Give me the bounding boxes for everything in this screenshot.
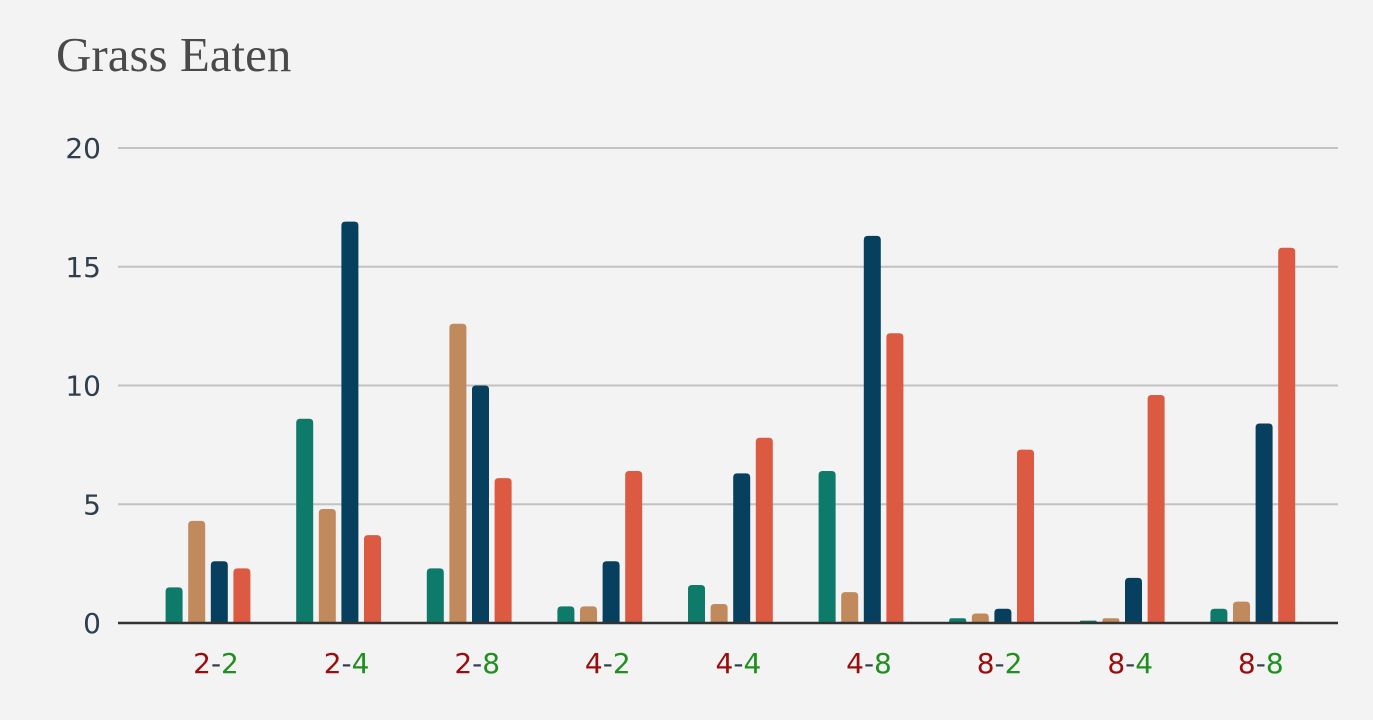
gridlines bbox=[118, 147, 1338, 506]
bar bbox=[602, 561, 620, 623]
x-tick-label-second: 4 bbox=[1135, 647, 1153, 680]
bar bbox=[886, 333, 904, 623]
x-tick-label-second: 2 bbox=[613, 647, 631, 680]
bar bbox=[364, 535, 381, 623]
bar bbox=[755, 437, 773, 623]
x-tick-label-first: 2 bbox=[324, 647, 342, 680]
x-tick-label-second: 4 bbox=[352, 647, 370, 680]
x-tick-label: 4-8 bbox=[846, 647, 892, 680]
x-tick-label: 4-2 bbox=[585, 647, 631, 680]
bar bbox=[296, 418, 314, 623]
x-tick-label-first: 2 bbox=[454, 647, 472, 680]
bar bbox=[233, 568, 251, 623]
x-tick-label-first: 8 bbox=[1238, 647, 1256, 680]
x-tick-label-second: 8 bbox=[874, 647, 892, 680]
bar-group bbox=[818, 235, 904, 623]
bar-group bbox=[949, 449, 1034, 623]
x-tick-label: 2-8 bbox=[454, 647, 500, 680]
x-tick-label-sep: - bbox=[211, 647, 221, 680]
bar bbox=[210, 561, 228, 623]
x-tick-label-sep: - bbox=[472, 647, 482, 680]
bar bbox=[841, 592, 859, 623]
bar bbox=[580, 606, 597, 623]
bar bbox=[1017, 449, 1034, 623]
bar-group bbox=[165, 520, 251, 623]
x-tick-label-second: 4 bbox=[743, 647, 761, 680]
bar-group bbox=[688, 437, 773, 623]
x-tick-label: 2-4 bbox=[324, 647, 370, 680]
bar-group bbox=[1210, 247, 1296, 623]
x-tick-label-second: 2 bbox=[221, 647, 239, 680]
bar-group bbox=[426, 323, 512, 623]
bar bbox=[688, 585, 705, 623]
bar bbox=[426, 568, 444, 623]
bar bbox=[818, 471, 836, 623]
bar bbox=[863, 235, 881, 623]
bars bbox=[165, 221, 1296, 623]
bar-group bbox=[296, 221, 381, 623]
y-tick-label: 10 bbox=[65, 370, 101, 403]
y-tick-label: 20 bbox=[65, 132, 101, 165]
bar bbox=[318, 509, 336, 623]
bar-group bbox=[1079, 395, 1165, 623]
bar bbox=[625, 471, 643, 623]
bar bbox=[1233, 601, 1250, 623]
y-axis-tick-labels: 0 5 10 15 20 bbox=[65, 132, 101, 640]
bar bbox=[971, 613, 989, 623]
bar bbox=[341, 221, 359, 623]
x-tick-label-second: 8 bbox=[482, 647, 500, 680]
x-tick-label-second: 8 bbox=[1266, 647, 1284, 680]
x-tick-label-first: 4 bbox=[716, 647, 734, 680]
x-tick-label: 8-2 bbox=[977, 647, 1023, 680]
bar bbox=[449, 323, 467, 623]
bar bbox=[1147, 395, 1165, 623]
bar bbox=[494, 478, 512, 623]
chart-title: Grass Eaten bbox=[56, 27, 292, 82]
bar bbox=[1210, 608, 1228, 623]
x-tick-label-sep: - bbox=[733, 647, 743, 680]
bar bbox=[1125, 577, 1142, 623]
bar-group bbox=[557, 471, 643, 623]
x-tick-label-first: 2 bbox=[193, 647, 211, 680]
y-tick-label: 0 bbox=[83, 607, 101, 640]
x-tick-label-sep: - bbox=[603, 647, 613, 680]
x-tick-label-sep: - bbox=[1125, 647, 1135, 680]
x-tick-label-sep: - bbox=[995, 647, 1005, 680]
x-tick-label-second: 2 bbox=[1005, 647, 1023, 680]
bar bbox=[1255, 423, 1273, 623]
bar bbox=[733, 473, 751, 623]
x-tick-label-first: 4 bbox=[846, 647, 864, 680]
x-tick-label-sep: - bbox=[342, 647, 352, 680]
y-tick-label: 5 bbox=[83, 488, 101, 521]
x-tick-label: 2-2 bbox=[193, 647, 239, 680]
bar bbox=[710, 604, 728, 623]
x-tick-label-first: 4 bbox=[585, 647, 603, 680]
bar bbox=[1278, 247, 1296, 623]
x-tick-label-first: 8 bbox=[977, 647, 995, 680]
x-tick-label: 4-4 bbox=[716, 647, 762, 680]
x-tick-label: 8-8 bbox=[1238, 647, 1284, 680]
bar bbox=[994, 608, 1012, 623]
x-tick-label-first: 8 bbox=[1107, 647, 1125, 680]
x-tick-label: 8-4 bbox=[1107, 647, 1153, 680]
y-tick-label: 15 bbox=[65, 251, 101, 284]
x-axis-tick-labels: 2-2 2-4 2-8 4-2 4-4 4-8 8-2 8-4 8-8 bbox=[193, 647, 1284, 680]
x-tick-label-sep: - bbox=[1256, 647, 1266, 680]
bar bbox=[557, 606, 575, 623]
bar bbox=[165, 587, 183, 623]
bar bbox=[188, 520, 206, 623]
bar bbox=[472, 385, 489, 623]
x-tick-label-sep: - bbox=[864, 647, 874, 680]
